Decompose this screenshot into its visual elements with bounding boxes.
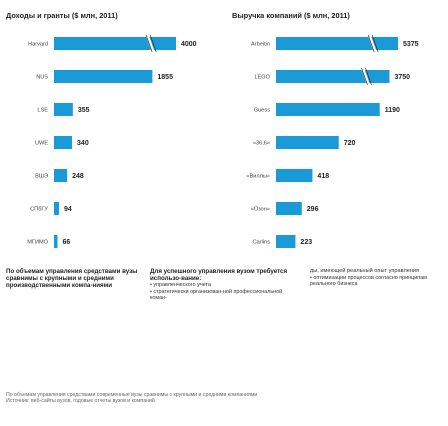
- bar: [276, 70, 390, 83]
- bar: [54, 235, 58, 248]
- category-label: LEGO: [254, 75, 270, 81]
- value-label: 340: [77, 140, 89, 147]
- value-label: 1855: [157, 74, 173, 81]
- note-continuation: ды, имеющей реальный опыт управления • о…: [310, 268, 444, 287]
- footer: По объемам управления средствами совреме…: [6, 392, 442, 405]
- category-label: ВШЭ: [35, 174, 48, 180]
- bar: [54, 103, 73, 116]
- category-label: Carlins: [253, 240, 271, 246]
- axis-break-mark: [145, 34, 157, 53]
- bar: [276, 103, 380, 116]
- bar: [54, 37, 176, 50]
- value-label: 418: [317, 173, 329, 180]
- bar: [276, 136, 339, 149]
- category-label: NUS: [36, 75, 48, 81]
- category-label: «36,6»: [253, 141, 270, 147]
- value-label: 3750: [394, 74, 410, 81]
- axis-break-mark: [367, 34, 379, 53]
- value-label: 296: [307, 206, 319, 213]
- category-label: Guess: [254, 108, 270, 114]
- category-label: СПбГУ: [30, 207, 48, 213]
- note-requirements: Для успешного управления вузом требуется…: [150, 268, 288, 302]
- footer-text: По объемам управления средствами совреме…: [6, 392, 258, 398]
- category-label: «Виллы»: [246, 174, 270, 180]
- value-label: 94: [64, 206, 72, 213]
- bar: [54, 202, 59, 215]
- value-label: 248: [72, 173, 84, 180]
- value-label: 355: [78, 107, 90, 114]
- note-continuation-item: • оптимизации процессов согласно принцип…: [310, 274, 427, 287]
- note-continuation-text: ды, имеющей реальный опыт управления: [310, 268, 420, 274]
- note-requirements-item: • стратегически организован-ной професси…: [150, 288, 283, 302]
- category-label: Arbeitin: [251, 42, 270, 48]
- bar: [54, 169, 68, 182]
- bar: [54, 70, 153, 83]
- note-requirements-heading: Для успешного управления вузом требуется…: [150, 268, 288, 283]
- left-bar-chart: Harvard 4000 NUS 1855 LSE 355 UWE 340 ВШЭ 248 СПбГ…: [27, 34, 197, 248]
- note-scale: По объемам управления средствами вузы ср…: [6, 268, 138, 290]
- value-label: 1190: [385, 107, 400, 114]
- bar: [276, 169, 313, 182]
- left-chart-title: Доходы и гранты ($ млн, 2011): [6, 11, 118, 20]
- right-bar-chart: Arbeitin 5375 LEGO 3750 Guess 1190 «36,6» 720 «В…: [246, 34, 419, 248]
- value-label: 223: [300, 239, 312, 246]
- axis-break-mark: [361, 67, 372, 86]
- bar: [54, 136, 73, 149]
- category-label: Harvard: [28, 42, 48, 48]
- category-label: LSE: [37, 108, 48, 114]
- value-label: 5375: [403, 41, 419, 48]
- bar: [276, 37, 398, 50]
- bar: [276, 235, 296, 248]
- bar: [276, 202, 302, 215]
- value-label: 4000: [181, 41, 197, 48]
- right-chart-title: Выручка компаний ($ млн, 2011): [232, 11, 350, 20]
- value-label: 66: [63, 239, 71, 246]
- category-label: UWE: [35, 141, 48, 147]
- category-label: «Озон»: [251, 207, 270, 213]
- category-label: МГИМО: [27, 240, 48, 246]
- footer-source: Источник: веб-сайты вузов, годовые отчет…: [6, 398, 155, 405]
- value-label: 720: [344, 140, 356, 147]
- note-requirements-item: • управленческого учета: [150, 282, 211, 289]
